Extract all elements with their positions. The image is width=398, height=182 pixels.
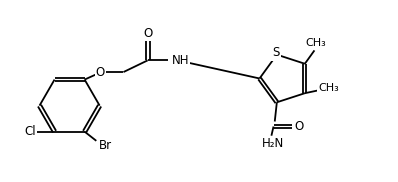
Text: Cl: Cl bbox=[25, 125, 36, 138]
Text: O: O bbox=[295, 120, 304, 133]
Text: O: O bbox=[143, 27, 152, 40]
Text: S: S bbox=[272, 46, 280, 60]
Text: CH₃: CH₃ bbox=[318, 83, 339, 93]
Text: CH₃: CH₃ bbox=[305, 38, 326, 48]
Text: Br: Br bbox=[99, 139, 112, 151]
Text: NH: NH bbox=[172, 54, 189, 67]
Text: O: O bbox=[96, 66, 105, 79]
Text: H₂N: H₂N bbox=[261, 137, 284, 150]
